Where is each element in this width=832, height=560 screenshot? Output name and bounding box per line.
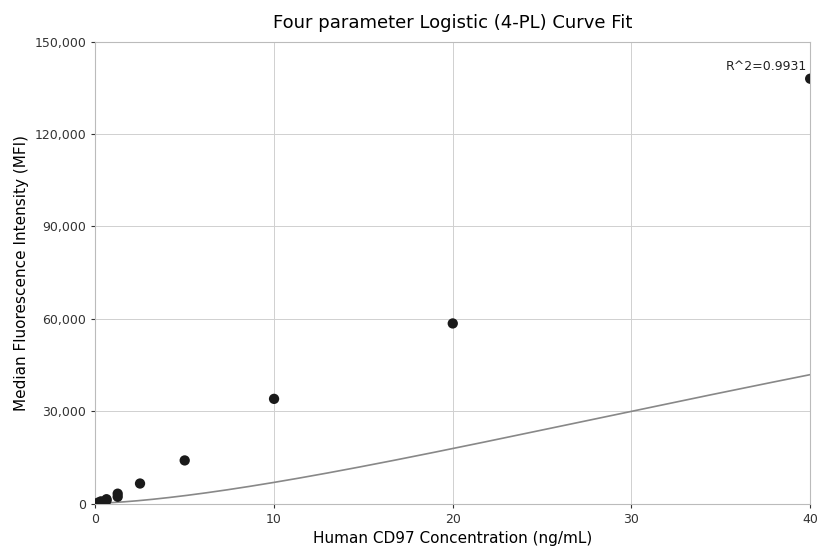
Point — [267, 394, 280, 403]
Point — [446, 319, 459, 328]
Text: R^2=0.9931: R^2=0.9931 — [726, 60, 806, 73]
Point — [111, 489, 124, 498]
X-axis label: Human CD97 Concentration (ng/mL): Human CD97 Concentration (ng/mL) — [313, 531, 592, 546]
Y-axis label: Median Fluorescence Intensity (MFI): Median Fluorescence Intensity (MFI) — [14, 134, 29, 410]
Point — [178, 456, 191, 465]
Point — [92, 498, 105, 507]
Point — [100, 494, 113, 503]
Point — [100, 496, 113, 505]
Point — [804, 74, 817, 83]
Title: Four parameter Logistic (4-PL) Curve Fit: Four parameter Logistic (4-PL) Curve Fit — [273, 14, 632, 32]
Point — [133, 479, 146, 488]
Point — [111, 492, 124, 501]
Point — [94, 497, 107, 506]
